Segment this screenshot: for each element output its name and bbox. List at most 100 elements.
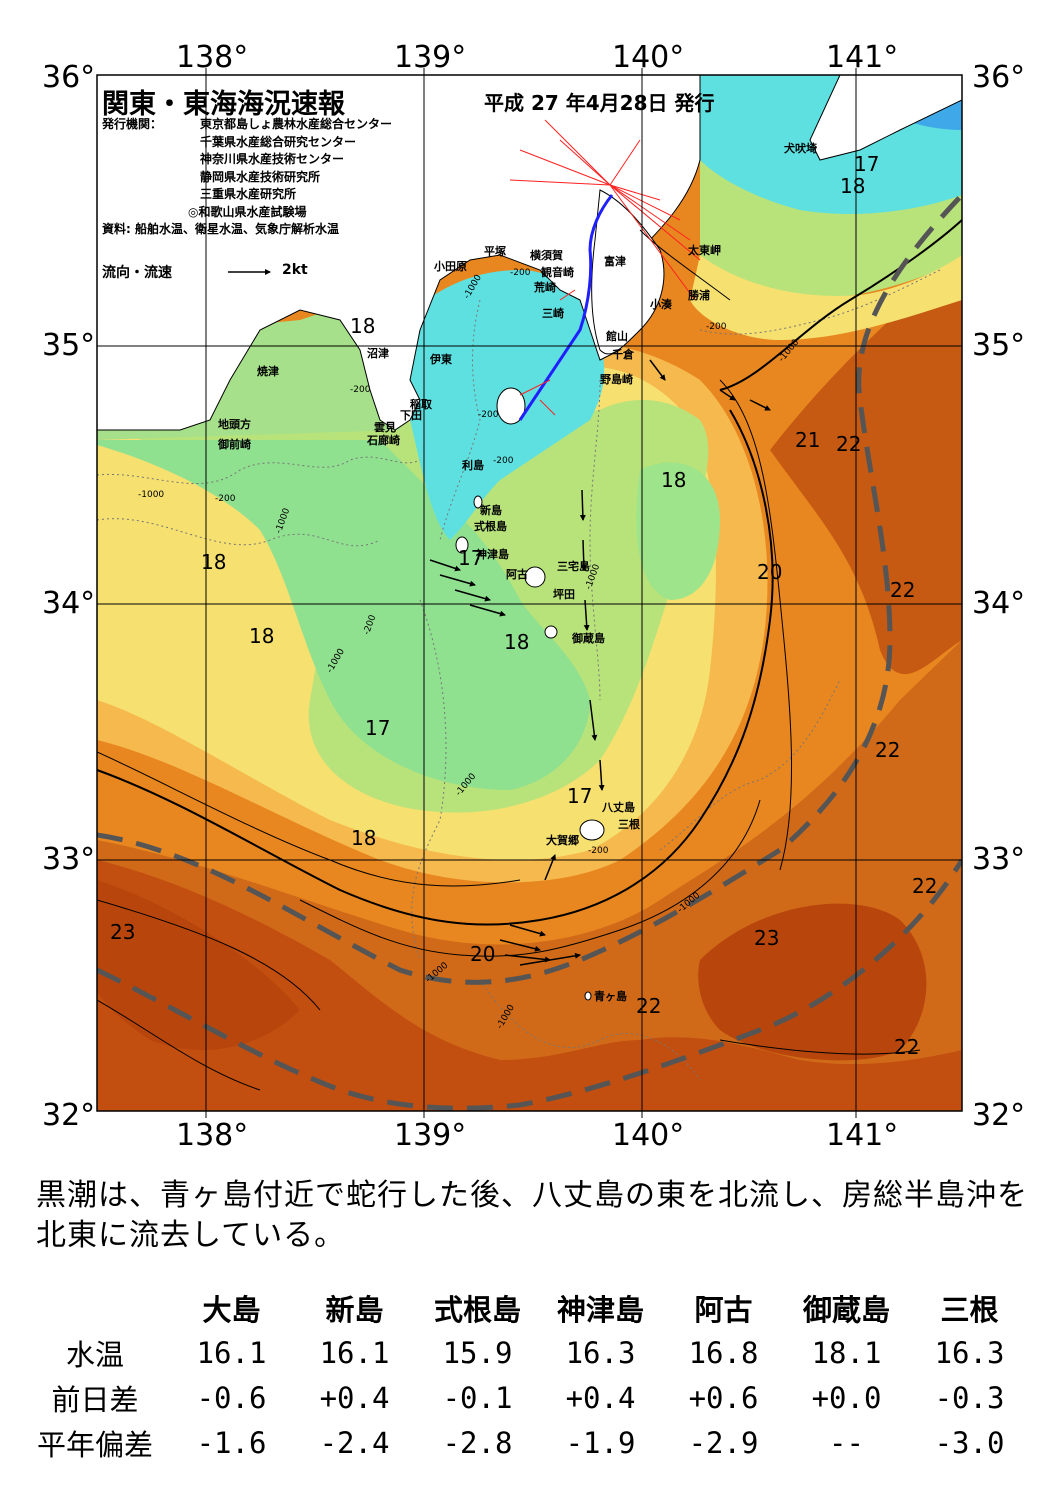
lat-label-left: 34° <box>42 586 96 621</box>
table-cell: -2.9 <box>688 1425 759 1460</box>
place-label: 阿古 <box>506 568 528 581</box>
table-cell: 16.3 <box>934 1335 1005 1370</box>
place-label: 三根 <box>618 818 640 831</box>
issuer-item: ◎和歌山県水産試験場 <box>188 204 307 219</box>
data-sources: 資料: 船舶水温、衛星水温、気象庁解析水温 <box>102 222 339 236</box>
table-cell: 16.8 <box>688 1335 759 1370</box>
isotherm-label: 23 <box>110 920 136 944</box>
northeast-transition <box>700 160 962 300</box>
kuroshio-axis <box>97 193 962 1111</box>
place-label: 千倉 <box>612 348 634 361</box>
isotherm-label: 17 <box>567 784 593 808</box>
depth-label: -200 <box>706 322 727 332</box>
isotherm-label: 18 <box>350 314 376 338</box>
lon-label-bottom: 140° <box>612 1118 685 1153</box>
lon-label-bottom: 141° <box>826 1118 899 1153</box>
issuer-item: 三重県水産研究所 <box>200 187 297 201</box>
isotherm-contours <box>97 229 921 1091</box>
map-title: 関東・東海海況速報 <box>102 89 345 120</box>
water-temperature-table: 大島 新島 式根島 神津島 阿古 御蔵島 三根 水温 16.1 16.1 15.… <box>20 1285 1031 1465</box>
isotherm-label: 18 <box>504 630 530 654</box>
table-cell: 16.1 <box>319 1335 390 1370</box>
map-layers <box>97 75 962 1111</box>
issue-date: 平成 27 年4月28日 発行 <box>484 91 715 115</box>
place-label: 小湊 <box>650 298 672 311</box>
lon-label-bottom: 139° <box>394 1118 467 1153</box>
place-label: 下田 <box>400 409 422 422</box>
place-label: 館山 <box>606 330 628 343</box>
place-label: 新島 <box>480 504 502 517</box>
table-cell: -1.9 <box>565 1425 636 1460</box>
place-label: 太東岬 <box>688 244 721 257</box>
issuer-item: 東京都島しょ農林水産総合センター <box>200 117 393 131</box>
isotherm-label: 22 <box>890 578 916 602</box>
place-label: 三宅島 <box>557 560 590 573</box>
current-vectors <box>429 359 771 966</box>
place-label: 犬吠埼 <box>784 142 817 155</box>
hachijojima-island <box>579 819 605 841</box>
mikurajima-island <box>544 625 558 639</box>
warm-pool-east <box>698 903 927 1061</box>
lat-label-left: 33° <box>42 842 96 877</box>
current-legend: 流向・流速 2kt <box>102 262 308 282</box>
depth-label: -200 <box>510 268 531 278</box>
kuroshio-core-water <box>97 860 962 1111</box>
lon-label-top: 138° <box>176 40 249 75</box>
table-row: 水温 16.1 16.1 15.9 16.3 16.8 18.1 16.3 <box>20 1330 1031 1375</box>
place-label: 沼津 <box>367 347 389 360</box>
table-cell: +0.0 <box>811 1380 882 1415</box>
lat-label-right: 35° <box>972 328 1026 363</box>
place-label: 富津 <box>604 255 626 268</box>
column-header: 阿古 <box>694 1292 753 1327</box>
warm-pool-west <box>97 880 300 1050</box>
table-header-row: 大島 新島 式根島 神津島 阿古 御蔵島 三根 <box>20 1285 1031 1330</box>
depth-label: -200 <box>215 494 236 504</box>
isotherm-label: 18 <box>840 174 866 198</box>
table-cell: -2.8 <box>442 1425 513 1460</box>
table-cell: +0.4 <box>319 1380 390 1415</box>
depth-label: -200 <box>478 410 499 420</box>
row-header: 前日差 <box>51 1382 139 1417</box>
place-label: 利島 <box>462 459 484 472</box>
sagami-bay-cold-water <box>380 270 605 540</box>
place-label: 平塚 <box>484 245 506 258</box>
place-label: 神津島 <box>476 548 509 561</box>
summary-text: 黒潮は、青ヶ島付近で蛇行した後、八丈島の東を北流し、房総半島沖を北東に流去してい… <box>36 1178 1028 1253</box>
table-cell: -0.1 <box>442 1380 513 1415</box>
table-row: 平年偏差 -1.6 -2.4 -2.8 -1.9 -2.9 -- -3.0 <box>20 1420 1031 1465</box>
column-header: 新島 <box>325 1292 384 1327</box>
depth-label: -200 <box>588 846 609 856</box>
lat-label-left: 36° <box>42 60 96 95</box>
place-label: 大賀郷 <box>546 834 579 847</box>
niijima-island <box>455 536 469 554</box>
row-header: 水温 <box>65 1337 124 1372</box>
column-header: 大島 <box>202 1292 261 1327</box>
isotherm-label: 22 <box>636 994 662 1018</box>
lat-label-right: 34° <box>972 586 1026 621</box>
place-label: 三崎 <box>542 307 564 320</box>
place-label: 御蔵島 <box>572 632 605 645</box>
isotherm-label: 20 <box>470 942 496 966</box>
lon-label-bottom: 138° <box>176 1118 249 1153</box>
sea-surface-temperature-map: 138° 139° 140° 141° 138° 139° 140° 141° … <box>42 40 1026 1153</box>
lat-label-right: 36° <box>972 60 1026 95</box>
isotherm-label: 22 <box>894 1035 920 1059</box>
table-cell: 16.3 <box>565 1335 636 1370</box>
isotherm-label: 20 <box>757 560 783 584</box>
place-label: 御前崎 <box>218 438 251 451</box>
lat-label-left: 32° <box>42 1098 96 1133</box>
table-cell: +0.6 <box>688 1380 759 1415</box>
column-header: 御蔵島 <box>802 1292 890 1327</box>
depth-label: -200 <box>350 385 371 395</box>
table-cell: -3.0 <box>934 1425 1005 1460</box>
table-cell: -2.4 <box>319 1425 390 1460</box>
column-header: 三根 <box>940 1292 999 1327</box>
lon-label-top: 140° <box>612 40 685 75</box>
place-label: 小田原 <box>434 260 467 273</box>
northeast-warm-edge <box>690 255 962 340</box>
isotherm-label: 22 <box>836 432 862 456</box>
legend-scale: 2kt <box>282 262 308 278</box>
column-header: 神津島 <box>556 1292 644 1327</box>
map-canvas <box>96 68 963 1118</box>
place-label: 八丈島 <box>602 801 635 814</box>
